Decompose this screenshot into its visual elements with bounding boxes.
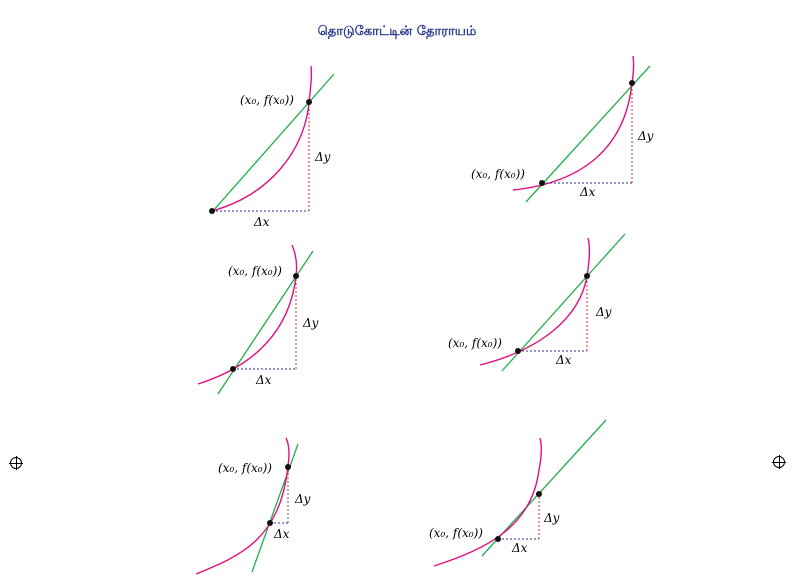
- point-end: [293, 273, 299, 279]
- registration-mark-right: [772, 455, 786, 469]
- point-label: (x₀, f(x₀)): [240, 93, 294, 107]
- point-start: [515, 348, 521, 354]
- panel-3: (x₀, f(x₀)) Δy Δx: [197, 244, 319, 395]
- panel-1: (x₀, f(x₀)) Δy Δx: [209, 65, 335, 229]
- point-start: [495, 536, 501, 542]
- secant-line: [525, 65, 651, 203]
- point-label: (x₀, f(x₀)): [448, 336, 502, 350]
- point-end: [584, 273, 590, 279]
- dy-label: Δy: [294, 492, 311, 506]
- point-start: [539, 180, 545, 186]
- secant-line: [211, 73, 335, 213]
- point-start: [209, 208, 215, 214]
- point-label: (x₀, f(x₀)): [228, 264, 282, 278]
- registration-mark-left: [9, 456, 23, 470]
- curve: [512, 55, 635, 191]
- point-end: [306, 99, 312, 105]
- dx-label: Δx: [555, 353, 572, 367]
- dx-label: Δx: [579, 185, 596, 199]
- page-title: தொடுகோட்டின் தோராயம்: [317, 24, 477, 39]
- point-end: [629, 80, 635, 86]
- curve: [433, 437, 543, 567]
- dx-label: Δx: [511, 541, 528, 555]
- dx-label: Δx: [273, 527, 290, 541]
- dy-label: Δy: [314, 150, 331, 164]
- point-end: [536, 491, 542, 497]
- point-end: [285, 464, 291, 470]
- dy-label: Δy: [302, 316, 319, 330]
- curve: [195, 437, 290, 575]
- panel-5: (x₀, f(x₀)) Δy Δx: [195, 437, 311, 575]
- dx-label: Δx: [253, 215, 270, 229]
- panel-2: (x₀, f(x₀)) Δy Δx: [471, 55, 654, 203]
- panel-6: (x₀, f(x₀)) Δy Δx: [429, 419, 607, 567]
- dy-label: Δy: [637, 129, 654, 143]
- dy-label: Δy: [543, 511, 560, 525]
- dy-label: Δy: [595, 305, 612, 319]
- secant-line: [501, 233, 626, 372]
- point-label: (x₀, f(x₀)): [471, 167, 525, 181]
- point-start: [230, 366, 236, 372]
- dx-label: Δx: [255, 373, 272, 387]
- point-label: (x₀, f(x₀)): [218, 461, 272, 475]
- panel-4: (x₀, f(x₀)) Δy Δx: [448, 233, 626, 372]
- point-start: [267, 520, 273, 526]
- point-label: (x₀, f(x₀)): [429, 526, 483, 540]
- curve: [211, 65, 313, 212]
